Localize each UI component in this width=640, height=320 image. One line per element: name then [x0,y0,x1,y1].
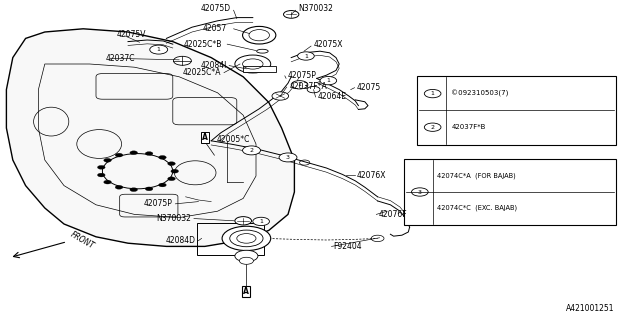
Text: 1: 1 [259,219,263,224]
Circle shape [291,81,308,89]
Text: 42037F*A: 42037F*A [289,82,327,91]
Text: 42074C*C  (EXC. BAJAB): 42074C*C (EXC. BAJAB) [437,205,517,211]
Text: A421001251: A421001251 [566,304,614,313]
Text: 42064E: 42064E [318,92,347,101]
Circle shape [159,156,166,159]
Text: 2: 2 [431,125,435,130]
Text: 1: 1 [431,91,435,96]
Text: 3: 3 [418,189,422,195]
Text: 1: 1 [298,82,301,87]
Text: 42076F: 42076F [379,210,408,219]
Ellipse shape [243,27,276,44]
Text: F92404: F92404 [333,242,362,251]
Text: 42037F*B: 42037F*B [451,124,486,130]
Circle shape [279,153,297,162]
Text: N370032: N370032 [156,214,191,223]
Circle shape [104,180,111,184]
Circle shape [235,217,252,225]
Text: 42084I: 42084I [200,61,227,70]
Text: 42025C*B: 42025C*B [184,40,222,49]
Circle shape [235,250,258,262]
Text: 3: 3 [286,155,290,160]
Text: 42075: 42075 [357,83,381,92]
Text: A: A [202,133,208,142]
Text: 2: 2 [250,148,253,153]
Circle shape [97,165,105,169]
Text: 42075P: 42075P [144,199,173,208]
Circle shape [168,177,175,181]
Text: 42076X: 42076X [357,171,387,180]
Text: 1: 1 [157,47,161,52]
Text: 1: 1 [326,78,330,83]
Circle shape [235,55,271,73]
Circle shape [253,217,269,226]
Text: FRONT: FRONT [69,230,96,251]
Circle shape [130,151,138,155]
Circle shape [173,56,191,65]
Text: 42084D: 42084D [165,236,195,245]
Text: 42037C: 42037C [106,54,135,63]
Circle shape [230,230,263,247]
Text: 42075V: 42075V [117,30,147,39]
FancyBboxPatch shape [404,159,616,225]
Circle shape [284,11,299,18]
Circle shape [97,173,105,177]
Polygon shape [6,29,294,246]
Circle shape [171,169,179,173]
Circle shape [159,183,166,187]
Text: 42025C*A: 42025C*A [183,68,221,77]
Text: 42075D: 42075D [200,4,230,13]
Circle shape [145,152,153,156]
Circle shape [130,188,138,192]
FancyBboxPatch shape [243,66,276,72]
Text: 42057: 42057 [203,24,227,33]
Circle shape [115,185,123,189]
Text: N370032: N370032 [298,4,333,13]
Circle shape [320,76,337,85]
FancyBboxPatch shape [417,76,616,145]
Text: ©092310503(7): ©092310503(7) [451,90,509,97]
Text: 1: 1 [304,53,308,59]
Text: 42075X: 42075X [314,40,343,49]
Circle shape [298,52,314,60]
Text: 42075P: 42075P [287,71,316,80]
Circle shape [168,162,175,165]
Circle shape [239,257,253,264]
Circle shape [145,187,153,191]
Circle shape [150,45,168,54]
Text: 42074C*A  (FOR BAJAB): 42074C*A (FOR BAJAB) [437,173,516,179]
Text: 42005*C: 42005*C [216,135,250,144]
Circle shape [272,92,289,100]
Circle shape [104,158,111,162]
Circle shape [222,226,271,251]
Text: A: A [243,287,250,296]
Circle shape [115,153,123,157]
Circle shape [243,146,260,155]
